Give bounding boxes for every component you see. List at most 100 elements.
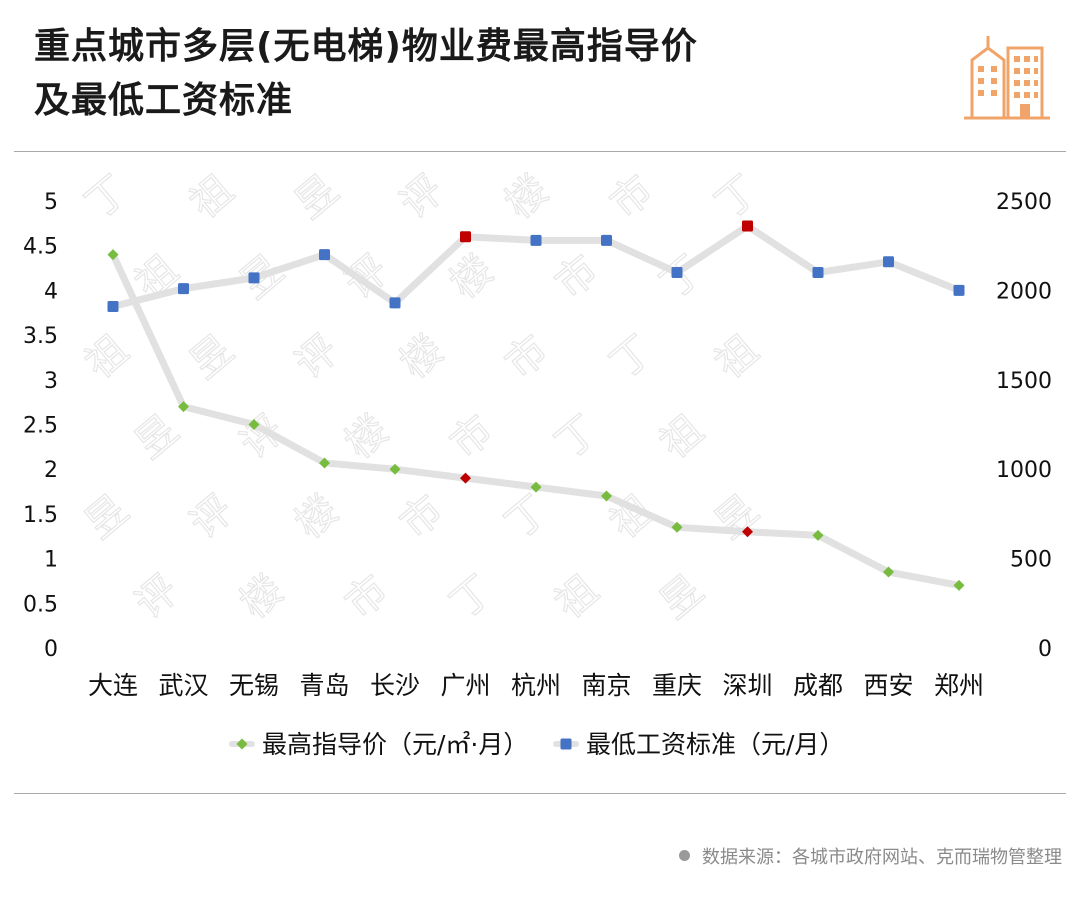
source-text: 数据来源：各城市政府网站、克而瑞物管整理 xyxy=(702,847,1062,868)
series-1-point xyxy=(601,490,612,502)
watermark-char: 丁 xyxy=(77,167,137,228)
series-1-point xyxy=(812,529,824,541)
y-right-tick-label: 2000 xyxy=(996,279,1052,304)
series-1-point xyxy=(178,401,189,413)
y-left-tick-label: 3 xyxy=(44,369,58,394)
y-left-tick-label: 1 xyxy=(44,548,58,573)
city-buildings-icon xyxy=(964,36,1050,120)
x-tick-label: 长沙 xyxy=(370,671,420,700)
series-1-point xyxy=(883,566,894,578)
x-tick-label: 西安 xyxy=(863,671,913,700)
x-tick-label: 南京 xyxy=(581,671,631,700)
legend-marker-1 xyxy=(236,738,248,750)
series-2-point xyxy=(107,300,119,312)
series-2-point xyxy=(953,284,965,296)
series-2-point xyxy=(319,249,330,261)
chart-title: 重点城市多层(无电梯)物业费最高指导价 及最低工资标准 xyxy=(34,20,894,128)
watermark-char: 评 xyxy=(182,487,242,548)
legend-label-1: 最高指导价（元/㎡·月） xyxy=(262,730,528,759)
watermark-char: 楼 xyxy=(497,167,557,228)
x-tick-label: 武汉 xyxy=(158,671,208,700)
y-left-tick-label: 5 xyxy=(44,190,58,215)
watermark-char: 祖 xyxy=(652,407,712,468)
title-line-2: 及最低工资标准 xyxy=(34,80,294,121)
watermark-char: 市 xyxy=(392,487,452,548)
bullet-icon xyxy=(679,850,690,861)
y-left-tick-label: 0 xyxy=(44,637,58,662)
y-left-tick-label: 2.5 xyxy=(23,414,58,439)
watermark-char: 祖 xyxy=(707,327,767,388)
watermark-char: 丁 xyxy=(547,407,607,468)
series-1-point xyxy=(319,457,330,469)
watermark-char: 昱 xyxy=(77,487,137,548)
y-right-tick-label: 2500 xyxy=(996,190,1052,215)
data-source-note: 数据来源：各城市政府网站、克而瑞物管整理 xyxy=(679,843,1062,869)
series-2-point xyxy=(178,283,189,295)
series-1-point xyxy=(248,419,260,430)
title-line-1: 重点城市多层(无电梯)物业费最高指导价 xyxy=(34,26,698,67)
watermark-char: 市 xyxy=(337,567,397,628)
series-2-point xyxy=(248,272,260,284)
series-2-point xyxy=(742,220,753,232)
x-tick-label: 杭州 xyxy=(511,671,561,700)
y-left-tick-label: 4.5 xyxy=(23,235,58,260)
x-tick-label: 无锡 xyxy=(229,671,279,700)
y-right-tick-label: 0 xyxy=(1038,637,1052,662)
bottom-divider xyxy=(14,793,1066,794)
watermark-char: 评 xyxy=(127,567,187,628)
watermark-char: 楼 xyxy=(392,327,452,388)
line-chart: 丁祖昱评楼市丁祖昱评楼市丁祖昱评楼市丁祖昱评楼市丁祖昱评楼市丁祖昱评楼市丁祖昱0… xyxy=(23,166,1052,759)
y-left-tick-label: 0.5 xyxy=(23,592,58,617)
x-tick-label: 重庆 xyxy=(652,671,702,700)
watermark-char: 市 xyxy=(497,327,557,388)
y-left-tick-label: 1.5 xyxy=(23,503,58,528)
watermark-char: 祖 xyxy=(547,567,607,628)
series-2-point xyxy=(883,256,894,268)
x-tick-label: 青岛 xyxy=(299,671,349,700)
series-2-point xyxy=(671,267,683,279)
y-left-tick-label: 4 xyxy=(44,279,58,304)
watermark-char: 昱 xyxy=(652,567,712,628)
watermark-char: 楼 xyxy=(287,487,347,548)
watermark-char: 祖 xyxy=(182,167,242,228)
watermark-char: 昱 xyxy=(287,167,347,228)
series-2-point xyxy=(601,234,612,246)
watermark-char: 评 xyxy=(392,167,452,228)
y-left-tick-label: 2 xyxy=(44,458,58,483)
watermark-char: 丁 xyxy=(602,327,662,388)
y-right-tick-label: 1500 xyxy=(996,369,1052,394)
watermark-char: 市 xyxy=(442,407,502,468)
watermark-char: 丁 xyxy=(497,487,557,548)
legend-label-2: 最低工资标准（元/月） xyxy=(586,730,844,759)
watermark-char: 丁 xyxy=(707,167,767,228)
x-tick-label: 深圳 xyxy=(722,671,772,700)
series-2-point xyxy=(460,231,471,243)
watermark-char: 市 xyxy=(602,167,662,228)
y-right-tick-label: 1000 xyxy=(996,458,1052,483)
watermark-char: 楼 xyxy=(442,247,502,308)
x-tick-label: 郑州 xyxy=(934,671,984,700)
series-2-point xyxy=(530,234,542,246)
legend-marker-2 xyxy=(560,738,572,750)
watermark-char: 昱 xyxy=(182,327,242,388)
watermark-char: 市 xyxy=(547,247,607,308)
watermark-char: 评 xyxy=(287,327,347,388)
x-tick-label: 广州 xyxy=(440,671,490,700)
series-1-point xyxy=(107,249,119,261)
watermark-char: 楼 xyxy=(337,407,397,468)
watermark-char: 祖 xyxy=(77,327,137,388)
x-tick-label: 大连 xyxy=(88,671,138,700)
series-1-point xyxy=(671,521,683,533)
watermark-char: 昱 xyxy=(127,407,187,468)
series-1-point xyxy=(742,526,753,538)
watermark-char: 昱 xyxy=(707,487,767,548)
top-divider xyxy=(14,151,1066,152)
series-1-point xyxy=(389,463,401,475)
series-1-point xyxy=(530,481,542,493)
series-1-point xyxy=(953,579,965,591)
series-2-point xyxy=(812,267,824,279)
watermark-char: 丁 xyxy=(442,567,502,628)
y-right-tick-label: 500 xyxy=(1010,548,1052,573)
watermark-char: 楼 xyxy=(232,567,292,628)
x-tick-label: 成都 xyxy=(793,671,843,700)
